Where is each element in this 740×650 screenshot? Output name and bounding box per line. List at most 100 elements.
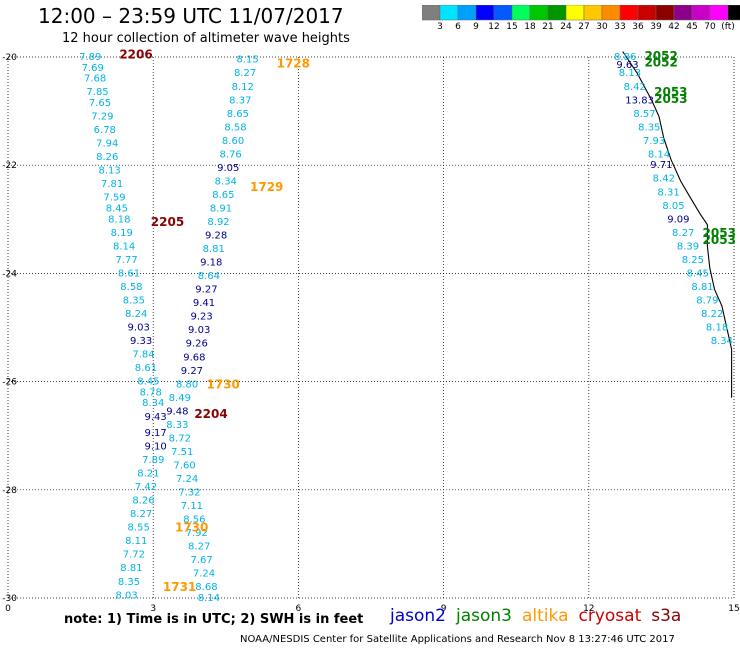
wave-height-value: 7.32	[178, 488, 200, 499]
wave-height-map: 0 3 6 9 12 15-20-22-24-26-28-307.897.697.687.…	[2, 47, 739, 612]
color-scale-label: (ft)	[721, 22, 735, 32]
wave-height-value: 9.10	[144, 442, 166, 453]
wave-height-value: 7.60	[174, 460, 196, 471]
wave-height-value: 13.83	[625, 95, 654, 106]
wave-height-value: 8.78	[140, 387, 162, 398]
color-scale-label: 39	[650, 22, 662, 32]
legend-cryosat: cryosat	[578, 606, 642, 626]
color-scale-label: 12	[488, 22, 500, 32]
wave-height-value: 7.24	[193, 569, 215, 580]
wave-height-value: 8.76	[220, 149, 242, 160]
color-scale-label: 36	[632, 22, 644, 32]
wave-height-value: 8.81	[691, 282, 713, 293]
wave-height-value: 7.29	[91, 112, 113, 123]
wave-height-value: 9.23	[190, 312, 212, 323]
wave-height-value: 9.03	[188, 325, 210, 336]
wave-height-value: 7.94	[96, 139, 118, 150]
color-scale-label: 30	[596, 22, 608, 32]
wave-height-value: 8.12	[232, 82, 254, 93]
wave-height-value: 7.68	[84, 74, 106, 85]
pass-label: 2052	[644, 55, 677, 69]
wave-height-value: 8.64	[198, 271, 220, 282]
lat-tick-label: -20	[2, 53, 17, 63]
color-scale-label: 21	[542, 22, 554, 32]
color-scale-bar	[422, 5, 740, 21]
wave-height-value: 8.86	[614, 52, 636, 63]
lon-tick-label: 12	[583, 604, 594, 612]
wave-height-value: 8.35	[638, 122, 660, 133]
wave-height-value: 8.21	[137, 469, 159, 480]
wave-height-value: 8.45	[106, 203, 128, 214]
wave-height-value: 9.27	[195, 285, 217, 296]
wave-height-value: 7.42	[135, 482, 157, 493]
pass-label: 1730	[206, 377, 239, 391]
color-scale-label: 9	[473, 22, 479, 32]
wave-height-value: 8.56	[183, 515, 205, 526]
wave-height-value: 8.27	[234, 68, 256, 79]
wave-height-value: 8.42	[624, 82, 646, 93]
wave-height-value: 9.27	[181, 366, 203, 377]
pass-label: 1730	[175, 521, 208, 535]
wave-height-value: 9.48	[166, 406, 188, 417]
lon-tick-label: 15	[728, 604, 739, 612]
wave-height-value: 8.45	[137, 377, 159, 388]
wave-height-value: 7.11	[181, 501, 203, 512]
wave-height-value: 9.43	[144, 412, 166, 423]
wave-height-value: 8.24	[125, 309, 147, 320]
wave-height-value: 6.78	[94, 125, 116, 136]
wave-height-value: 7.89	[142, 455, 164, 466]
wave-height-value: 8.14	[648, 149, 670, 160]
wave-height-value: 8.72	[169, 433, 191, 444]
wave-height-value: 7.72	[123, 550, 145, 561]
satellite-legend: jason2 jason3 altika cryosat s3a	[390, 606, 691, 626]
wave-height-value: 8.35	[123, 295, 145, 306]
legend-altika: altika	[522, 606, 569, 626]
wave-height-value: 7.85	[86, 87, 108, 98]
wave-height-value: 8.14	[113, 241, 135, 252]
wave-height-value: 8.60	[222, 136, 244, 147]
wave-height-value: 8.25	[682, 255, 704, 266]
wave-height-value: 8.79	[696, 295, 718, 306]
wave-height-value: 8.18	[108, 214, 130, 225]
wave-height-value: 8.65	[227, 109, 249, 120]
wave-height-value: 8.42	[653, 174, 675, 185]
wave-height-value: 8.58	[120, 282, 142, 293]
pass-label: 2206	[119, 47, 152, 61]
wave-height-value: 8.22	[701, 309, 723, 320]
color-scale-label: 27	[578, 22, 590, 32]
credit-line: NOAA/NESDIS Center for Satellite Applica…	[240, 634, 675, 645]
pass-label: 2053	[703, 226, 736, 240]
pass-label: 2053	[654, 92, 687, 106]
pass-label: 2204	[194, 407, 227, 421]
wave-height-value: 8.68	[195, 582, 217, 593]
page-title: 12:00 – 23:59 UTC 11/07/2017	[38, 4, 344, 28]
wave-height-value: 8.18	[706, 323, 728, 334]
wave-height-value: 8.37	[229, 95, 251, 106]
legend-s3a: s3a	[651, 606, 682, 626]
pass-label: 2052	[644, 49, 677, 63]
wave-height-value: 7.93	[643, 136, 665, 147]
color-scale-label: 45	[686, 22, 698, 32]
wave-height-value: 9.03	[128, 323, 150, 334]
color-swatch	[727, 5, 740, 21]
wave-height-value: 7.67	[190, 555, 212, 566]
wave-height-value: 8.61	[135, 363, 157, 374]
lat-tick-label: -28	[2, 486, 17, 496]
wave-height-value: 8.27	[130, 509, 152, 520]
wave-height-value: 9.41	[193, 298, 215, 309]
wave-height-value: 9.18	[200, 258, 222, 269]
wave-height-value: 9.33	[130, 336, 152, 347]
color-scale-label: 6	[455, 22, 461, 32]
pass-label: 2053	[654, 85, 687, 99]
wave-height-value: 8.92	[207, 217, 229, 228]
wave-height-value: 8.61	[118, 268, 140, 279]
wave-height-value: 7.92	[186, 528, 208, 539]
pass-label: 2205	[151, 215, 184, 229]
pass-label: 1731	[163, 580, 196, 594]
color-scale-label: 3	[437, 22, 443, 32]
map-frame	[7, 56, 735, 599]
wave-height-value: 9.71	[650, 160, 672, 171]
wave-height-value: 7.65	[89, 98, 111, 109]
page-subtitle: 12 hour collection of altimeter wave hei…	[62, 31, 350, 46]
wave-height-value: 9.17	[144, 428, 166, 439]
